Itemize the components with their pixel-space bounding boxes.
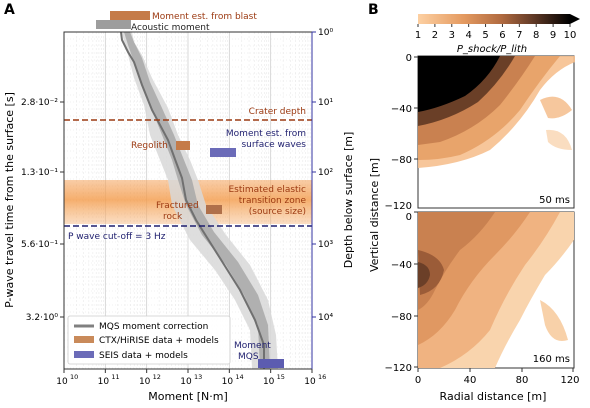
- b-top-y-0: 0: [406, 53, 412, 64]
- left-tick-3: 5.6·10⁻¹: [21, 240, 58, 250]
- b-top-y-40: −40: [391, 104, 412, 115]
- right-tick-2: 10¹: [318, 98, 333, 108]
- regolith-label: Regolith: [131, 141, 168, 151]
- x-tick-label: 10: [304, 377, 316, 387]
- panel-a-xlabel: Moment [N·m]: [148, 390, 228, 403]
- panel-b-y-ticks: 0 −40 −80 −120 0 −40 −80 −120: [385, 53, 418, 374]
- mqs-label-1: Moment: [234, 341, 271, 351]
- b-top-y-80: −80: [391, 155, 412, 166]
- x-tick-label: 10: [139, 377, 151, 387]
- colorbar-tick-label: 7: [516, 30, 522, 41]
- x-tick-label: 10: [98, 377, 110, 387]
- x-tick-exp: 16: [318, 373, 326, 381]
- b-bot-y-0: 0: [406, 212, 412, 223]
- surface-wave-label-2: surface waves: [241, 140, 306, 150]
- legend-swatch-seis: [74, 351, 94, 358]
- left-tick-4: 3.2·10⁰: [26, 313, 59, 323]
- x-tick-label: 10: [222, 377, 234, 387]
- x-tick-label: 10: [263, 377, 275, 387]
- acoustic-label: Acoustic moment: [131, 23, 210, 33]
- x-tick-exp: 15: [277, 373, 285, 381]
- right-tick-3: 10²: [318, 168, 333, 178]
- cutoff-label: P wave cut-off = 3 Hz: [68, 232, 166, 242]
- time-50ms: 50 ms: [539, 195, 570, 206]
- right-tick-4: 10³: [318, 240, 333, 250]
- b-bot-y-40: −40: [391, 260, 412, 271]
- b-bot-y-80: −80: [391, 312, 412, 323]
- colorbar-tick-label: 5: [482, 30, 488, 41]
- mqs-moment-line: [120, 31, 265, 369]
- panel-a-label: A: [4, 2, 15, 18]
- legend-label-seis: SEIS data + models: [99, 351, 188, 361]
- panel-a-ylabel-right: Depth below surface [m]: [342, 132, 355, 268]
- x-tick-exp: 14: [235, 373, 243, 381]
- right-tick-1: 10⁰: [318, 28, 333, 38]
- colorbar-tick-label: 4: [465, 30, 471, 41]
- time-160ms: 160 ms: [533, 354, 570, 365]
- b-x-40: 40: [464, 375, 477, 386]
- colorbar-tick-label: 9: [550, 30, 556, 41]
- b-bot-y-120: −120: [385, 363, 412, 374]
- colorbar-tick-label: 1: [415, 30, 421, 41]
- b-x-0: 0: [415, 375, 421, 386]
- fractured-rock-box: [206, 205, 222, 214]
- x-tick-exp: 10: [70, 373, 78, 381]
- map-160ms: 160 ms: [417, 211, 575, 369]
- right-tick-5: 10⁴: [318, 313, 333, 323]
- legend-swatch-ctx: [74, 336, 94, 343]
- blast-label: Moment est. from blast: [152, 12, 257, 22]
- mqs-label-2: MQS: [238, 352, 259, 362]
- acoustic-moment-box: [96, 20, 131, 29]
- left-tick-1: 2.8·10⁻²: [21, 98, 58, 108]
- crater-depth-label: Crater depth: [249, 107, 306, 117]
- left-tick-2: 1.3·10⁻¹: [21, 168, 58, 178]
- panel-b-x-ticks: 0 40 80 120: [415, 368, 580, 386]
- panel-b-xlabel: Radial distance [m]: [440, 390, 547, 403]
- b-top-y-120: −120: [385, 201, 412, 212]
- colorbar-ticks: 1 2 3 4 5 6 7 8 9 10: [415, 24, 577, 41]
- colorbar: [418, 14, 570, 24]
- panel-b-ylabel: Vertical distance [m]: [368, 158, 381, 272]
- panel-b: 1 2 3 4 5 6 7 8 9 10 P_shock/P_lith 50 ms 160 m: [368, 14, 580, 403]
- fractured-label-2: rock: [163, 212, 183, 222]
- colorbar-tick-label: 6: [499, 30, 505, 41]
- x-tick-label: 10: [56, 377, 68, 387]
- legend-label-mqs: MQS moment correction: [99, 322, 208, 332]
- b-x-120: 120: [560, 375, 579, 386]
- b-x-80: 80: [516, 375, 529, 386]
- x-tick-exp: 11: [111, 373, 119, 381]
- colorbar-tick-label: 10: [564, 30, 577, 41]
- panel-a-left-ticks: 2.8·10⁻² 1.3·10⁻¹ 5.6·10⁻¹ 3.2·10⁰: [21, 98, 64, 323]
- legend: MQS moment correction CTX/HiRISE data + …: [67, 315, 231, 365]
- fractured-label-1: Fractured: [156, 201, 199, 211]
- surface-wave-box: [210, 148, 236, 157]
- colorbar-arrow: [570, 14, 580, 24]
- panel-a: Moment est. from blast Acoustic moment C…: [3, 11, 355, 403]
- surface-wave-label-1: Moment est. from: [226, 129, 306, 139]
- colorbar-tick-label: 8: [533, 30, 539, 41]
- x-tick-exp: 13: [194, 373, 202, 381]
- colorbar-label: P_shock/P_lith: [457, 44, 527, 55]
- elastic-label-2: transition zone: [239, 196, 307, 206]
- x-tick-exp: 12: [153, 373, 161, 381]
- map-50ms: 50 ms: [417, 55, 575, 209]
- panel-a-x-ticks: 10 10 10 11 10 12 10 13 10 14 10 15 10 16: [56, 369, 326, 387]
- panel-b-label: B: [368, 2, 379, 18]
- x-tick-label: 10: [180, 377, 192, 387]
- colorbar-tick-label: 2: [432, 30, 438, 41]
- panel-a-ylabel-left: P-wave travel time from the surface [s]: [3, 92, 16, 308]
- panel-a-right-ticks: 10⁰ 10¹ 10² 10³ 10⁴: [312, 28, 333, 323]
- elastic-label-3: (source size): [249, 207, 306, 217]
- regolith-box: [176, 141, 190, 150]
- mqs-band-inner: [112, 32, 270, 369]
- legend-label-ctx: CTX/HiRISE data + models: [99, 336, 219, 346]
- colorbar-tick-label: 3: [449, 30, 455, 41]
- mqs-moment-box: [258, 359, 284, 368]
- elastic-label-1: Estimated elastic: [228, 185, 306, 195]
- blast-moment-box: [110, 11, 150, 20]
